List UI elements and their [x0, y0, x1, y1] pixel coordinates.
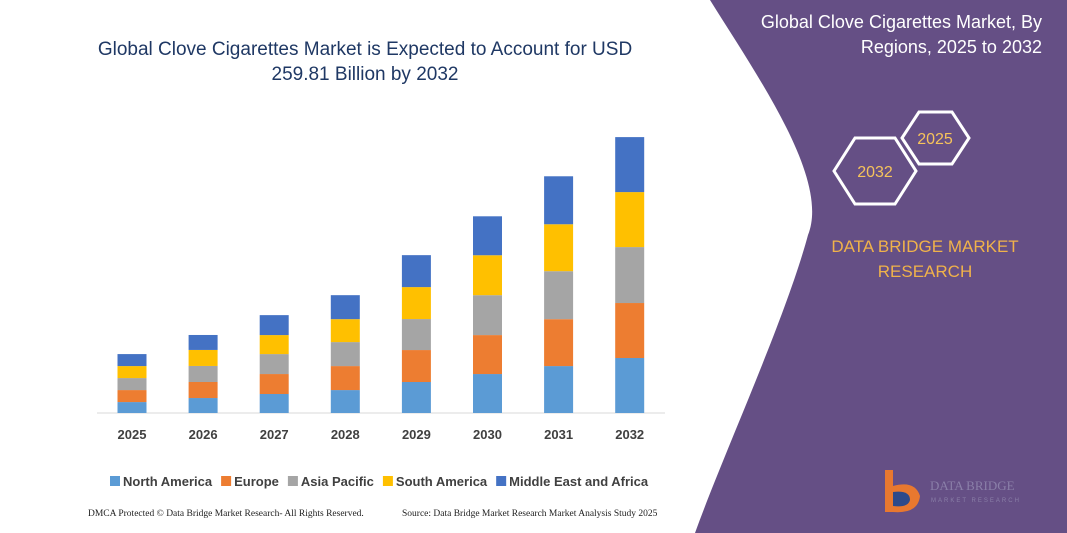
x-tick-label: 2032 [615, 427, 644, 442]
bar-segment [117, 402, 147, 413]
x-tick-label: 2026 [189, 427, 218, 442]
hexagon-label: 2025 [917, 131, 953, 148]
bar-segment [401, 382, 431, 413]
chart-title: Global Clove Cigarettes Market is Expect… [97, 39, 633, 85]
x-tick-label: 2029 [402, 427, 431, 442]
bar-segment [473, 255, 502, 296]
bar-segment [188, 334, 218, 350]
legend-swatch [110, 476, 120, 486]
logo: DATA BRIDGE MARKET RESEARCH [885, 470, 1021, 513]
bar-segment [401, 319, 431, 351]
bar-segment [473, 295, 502, 336]
bar-segment [401, 287, 431, 320]
bar-segment [330, 319, 360, 343]
x-tick-label: 2030 [473, 427, 502, 442]
footer-right: Source: Data Bridge Market Research Mark… [402, 509, 658, 519]
legend-swatch [496, 476, 507, 486]
logo-tagline: MARKET RESEARCH [931, 498, 1021, 504]
bar-segment [615, 137, 645, 193]
legend-swatch [221, 476, 232, 486]
hexagon [900, 110, 971, 166]
bar-segment [117, 378, 147, 391]
bar-segment [401, 255, 431, 288]
x-tick-label: 2027 [260, 427, 289, 442]
bar-segment [473, 374, 502, 413]
legend-swatch [287, 476, 298, 486]
bar-segment [188, 349, 218, 366]
bar-segment [117, 366, 147, 379]
logo-icon [893, 491, 910, 507]
legend-swatch [382, 476, 393, 486]
legend-label: Middle East and Africa [509, 474, 649, 489]
bar-segment [117, 354, 147, 367]
brand: DATA BRIDGE MARKET RESEARCH [831, 237, 1019, 281]
bar-segment [259, 393, 289, 413]
bar-segment [473, 216, 502, 256]
bar-segment [259, 315, 289, 336]
bar-segment [615, 358, 645, 413]
bar-segment [330, 390, 360, 413]
bar-segment [259, 374, 289, 394]
bar-segment [330, 295, 360, 320]
bar-segment [615, 192, 645, 248]
bar-segment [330, 366, 360, 391]
side-title: Global Clove Cigarettes Market, By Regio… [760, 12, 1042, 57]
legend-label: Europe [234, 474, 279, 489]
bar-segment [544, 176, 574, 225]
x-tick-label: 2028 [331, 427, 360, 442]
bar-segment [259, 335, 289, 355]
x-tick-label: 2025 [118, 427, 147, 442]
bar-segment [188, 398, 218, 413]
bar-segment [330, 342, 360, 367]
footer-left: DMCA Protected © Data Bridge Market Rese… [88, 509, 364, 519]
legend-label: Asia Pacific [301, 474, 374, 489]
bar-segment [188, 382, 218, 399]
legend-label: South America [396, 474, 488, 489]
bar-segment [473, 335, 502, 375]
bar-segment [544, 271, 574, 320]
bar-segment [544, 319, 574, 367]
x-tick-label: 2031 [544, 427, 573, 442]
bar-segment [544, 224, 574, 272]
bar-segment [544, 366, 574, 413]
bar-segment [117, 390, 147, 403]
logo-name: DATA BRIDGE [930, 478, 1015, 493]
bar-segment [188, 365, 218, 383]
bar-segment [401, 350, 431, 383]
hexagon-label: 2032 [857, 164, 893, 181]
legend-label: North America [123, 474, 213, 489]
bar-segment [615, 303, 645, 359]
side-panel [695, 0, 1067, 533]
hexagon [832, 136, 918, 206]
bar-segment [615, 247, 645, 304]
bar-segment [259, 354, 289, 375]
